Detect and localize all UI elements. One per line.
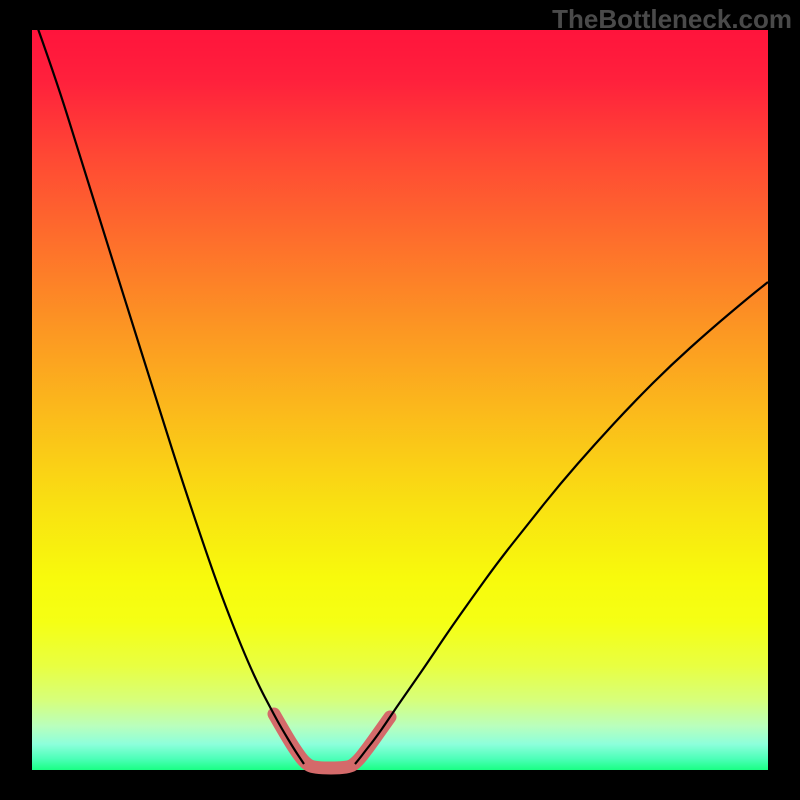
plot-area — [32, 30, 768, 770]
curve-right — [355, 282, 768, 764]
watermark-text: TheBottleneck.com — [552, 4, 792, 35]
chart-container: TheBottleneck.com — [0, 0, 800, 800]
curve-left — [32, 12, 304, 764]
chart-svg — [32, 30, 768, 770]
